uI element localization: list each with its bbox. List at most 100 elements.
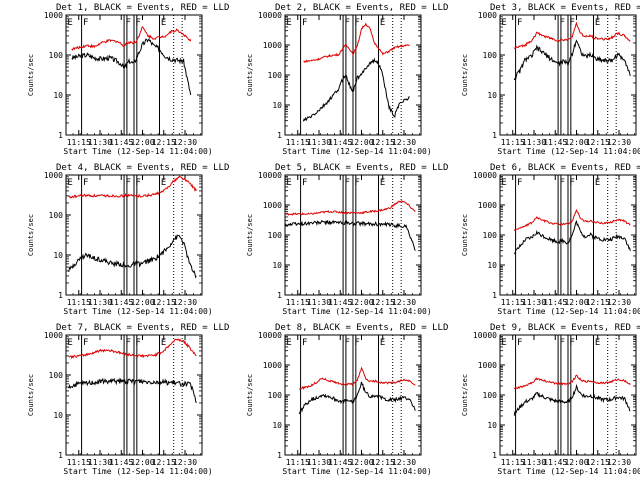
event-marker-letter: F bbox=[517, 178, 522, 188]
event-marker-letter: E bbox=[161, 178, 166, 188]
panel-title: Det 2, BLACK = Events, RED = LLD bbox=[275, 3, 448, 13]
panel-det-3: Det 3, BLACK = Events, RED = LLD 1 10 100 10… bbox=[461, 3, 640, 156]
x-axis-label: Start Time (12-Sep-14 11:04:00) bbox=[497, 147, 640, 156]
x-tick-label: 12:00 bbox=[564, 298, 588, 307]
y-tick-label: 10 bbox=[487, 421, 497, 430]
x-tick-label: 11:45 bbox=[328, 458, 352, 467]
event-marker-letter: F bbox=[354, 338, 359, 348]
x-tick-label: 12:15 bbox=[152, 138, 176, 147]
event-marker-letter: E bbox=[595, 18, 600, 28]
y-tick-label: 10 bbox=[487, 261, 497, 270]
event-marker-letter: F bbox=[126, 178, 131, 188]
series-events-black bbox=[298, 381, 416, 415]
y-tick-label: 10 bbox=[272, 421, 282, 430]
event-marker-letter: E bbox=[67, 178, 72, 188]
event-marker-letter: F bbox=[135, 18, 140, 28]
x-axis-label: Start Time (12-Sep-14 11:04:00) bbox=[63, 467, 212, 476]
x-tick-label: 12:30 bbox=[173, 138, 197, 147]
x-tick-label: 12:15 bbox=[371, 298, 395, 307]
y-tick-label: 1000 bbox=[44, 11, 63, 20]
y-tick-label: 1000 bbox=[263, 201, 282, 210]
y-tick-label: 1000 bbox=[478, 201, 497, 210]
event-marker-letter: F bbox=[354, 18, 359, 28]
panel-det-9: Det 9, BLACK = Events, RED = LLD 1 10 100 10… bbox=[461, 323, 640, 476]
y-tick-label: 10000 bbox=[258, 171, 282, 180]
series-lld-red bbox=[298, 366, 416, 390]
event-marker-letter: F bbox=[560, 178, 565, 188]
y-tick-label: 1 bbox=[277, 291, 282, 300]
event-marker-letter: F bbox=[354, 178, 359, 188]
x-tick-label: 11:15 bbox=[67, 458, 91, 467]
panel-title: Det 5, BLACK = Events, RED = LLD bbox=[275, 163, 448, 173]
x-tick-label: 12:00 bbox=[349, 298, 373, 307]
x-tick-label: 12:00 bbox=[130, 298, 154, 307]
event-marker-letter: E bbox=[380, 178, 385, 188]
y-tick-label: 10 bbox=[272, 101, 282, 110]
y-tick-label: 10 bbox=[53, 251, 63, 260]
y-tick-label: 100 bbox=[483, 231, 498, 240]
event-marker-letter: E bbox=[501, 178, 506, 188]
event-marker-letter: E bbox=[161, 338, 166, 348]
series-lld-red bbox=[513, 21, 631, 50]
y-tick-label: 100 bbox=[268, 231, 283, 240]
event-marker-letter: F bbox=[135, 338, 140, 348]
x-tick-label: 11:30 bbox=[522, 138, 546, 147]
series-events-black bbox=[302, 57, 410, 122]
x-tick-label: 11:45 bbox=[109, 458, 133, 467]
event-marker-letter: E bbox=[286, 18, 291, 28]
x-tick-label: 11:15 bbox=[501, 298, 525, 307]
series-lld-red bbox=[68, 175, 197, 199]
event-marker-letter: F bbox=[345, 178, 350, 188]
y-tick-label: 1 bbox=[58, 131, 63, 140]
x-tick-label: 11:30 bbox=[307, 458, 331, 467]
series-events-black bbox=[68, 377, 197, 404]
event-marker-letter: E bbox=[380, 18, 385, 28]
y-tick-label: 10 bbox=[53, 411, 63, 420]
x-tick-label: 12:15 bbox=[586, 458, 610, 467]
event-marker-letter: E bbox=[501, 18, 506, 28]
series-events-black bbox=[284, 219, 416, 251]
y-tick-label: 1000 bbox=[478, 11, 497, 20]
event-marker-letter: F bbox=[560, 338, 565, 348]
x-tick-label: 11:30 bbox=[88, 138, 112, 147]
y-tick-label: 100 bbox=[483, 51, 498, 60]
series-events-black bbox=[513, 383, 631, 416]
x-axis-label: Start Time (12-Sep-14 11:04:00) bbox=[497, 307, 640, 316]
y-tick-label: 1000 bbox=[263, 41, 282, 50]
event-marker-letter: F bbox=[83, 18, 88, 28]
x-tick-label: 11:45 bbox=[543, 298, 567, 307]
y-tick-label: 10000 bbox=[473, 331, 497, 340]
x-tick-label: 12:00 bbox=[130, 138, 154, 147]
y-tick-label: 100 bbox=[49, 51, 64, 60]
y-axis-label: Counts/sec bbox=[27, 54, 35, 96]
event-marker-letter: E bbox=[67, 18, 72, 28]
y-tick-label: 1 bbox=[277, 131, 282, 140]
x-axis-label: Start Time (12-Sep-14 11:04:00) bbox=[282, 467, 431, 476]
event-marker-letter: F bbox=[302, 18, 307, 28]
event-marker-letter: F bbox=[302, 178, 307, 188]
y-tick-label: 100 bbox=[483, 391, 498, 400]
x-tick-label: 12:15 bbox=[371, 458, 395, 467]
x-tick-label: 11:30 bbox=[307, 298, 331, 307]
x-axis-label: Start Time (12-Sep-14 11:04:00) bbox=[282, 307, 431, 316]
x-tick-label: 11:15 bbox=[286, 298, 310, 307]
x-tick-label: 12:00 bbox=[349, 458, 373, 467]
event-marker-letter: E bbox=[161, 18, 166, 28]
series-events-black bbox=[71, 38, 192, 96]
y-tick-label: 10000 bbox=[258, 11, 282, 20]
x-tick-label: 11:45 bbox=[328, 138, 352, 147]
y-tick-label: 10000 bbox=[473, 171, 497, 180]
panel-det-5: Det 5, BLACK = Events, RED = LLD 1 10 100 10… bbox=[246, 163, 448, 316]
y-tick-label: 100 bbox=[49, 211, 64, 220]
panel-det-2: Det 2, BLACK = Events, RED = LLD 1 10 100 10… bbox=[246, 3, 448, 156]
y-tick-label: 1 bbox=[277, 451, 282, 460]
event-marker-letter: F bbox=[83, 338, 88, 348]
x-tick-label: 11:45 bbox=[543, 138, 567, 147]
x-tick-label: 12:15 bbox=[586, 298, 610, 307]
y-tick-label: 1 bbox=[492, 131, 497, 140]
series-events-black bbox=[513, 219, 631, 255]
x-tick-label: 11:15 bbox=[501, 458, 525, 467]
x-tick-label: 12:00 bbox=[130, 458, 154, 467]
series-lld-red bbox=[71, 26, 192, 51]
